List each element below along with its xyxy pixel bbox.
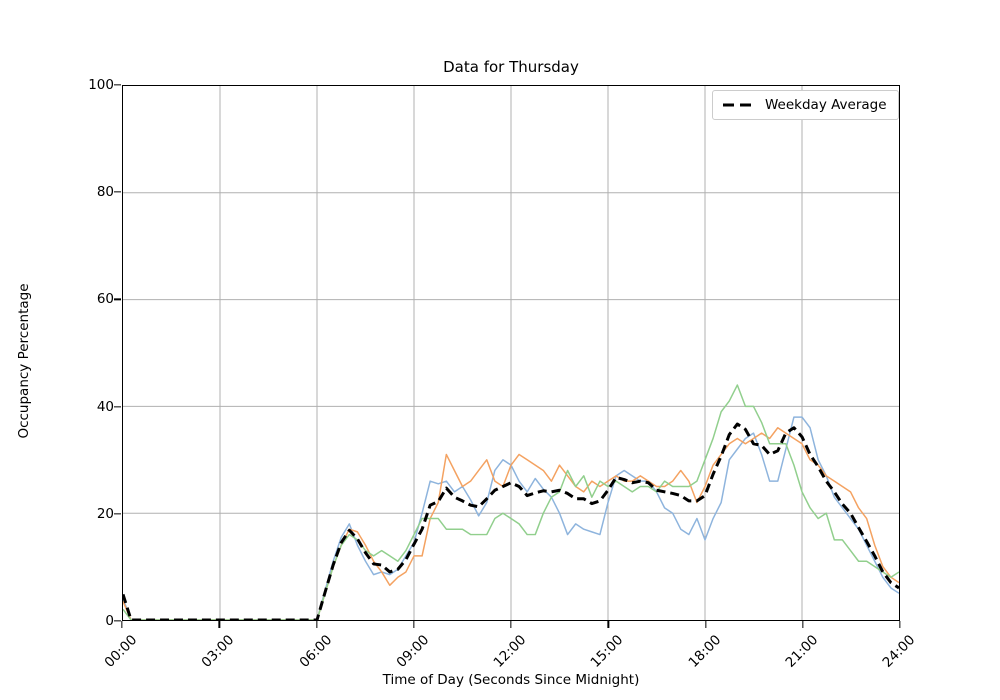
- x-tick-mark: [510, 621, 512, 628]
- y-axis-tick-labels: 0 20 40 60 80 100: [62, 0, 114, 700]
- y-tick-label: 60: [96, 291, 114, 308]
- x-tick-mark: [607, 621, 609, 628]
- x-tick-mark: [218, 621, 220, 628]
- y-tick-mark: [114, 84, 121, 86]
- y-tick-label: 0: [105, 613, 114, 629]
- y-axis-label: Occupancy Percentage: [16, 283, 32, 439]
- x-axis-label: Time of Day (Seconds Since Midnight): [382, 672, 640, 688]
- x-tick-label: 18:00: [684, 632, 724, 671]
- x-tick-label: 09:00: [393, 632, 433, 671]
- y-tick-label: 80: [96, 184, 114, 201]
- y-tick-mark: [114, 298, 121, 301]
- grid-lines: [123, 86, 899, 620]
- y-tick-mark: [114, 405, 121, 408]
- legend-box[interactable]: Weekday Average: [712, 90, 899, 120]
- chart-title: Data for Thursday: [443, 58, 579, 76]
- y-tick-label: 40: [96, 398, 114, 415]
- x-tick-label: 06:00: [295, 632, 335, 671]
- x-tick-mark: [413, 621, 415, 628]
- legend-entry-label: Weekday Average: [765, 97, 887, 113]
- x-tick-mark: [315, 621, 318, 628]
- x-tick-label: 03:00: [198, 632, 238, 671]
- x-tick-label: 24:00: [879, 632, 919, 671]
- series-line-weekday-average: [123, 422, 899, 620]
- y-tick-mark: [114, 191, 121, 193]
- x-tick-mark: [899, 621, 901, 628]
- plot-area: [122, 85, 900, 621]
- x-tick-label: 12:00: [490, 632, 530, 671]
- x-tick-label: 15:00: [587, 632, 627, 671]
- y-tick-label: 20: [96, 505, 114, 522]
- x-tick-mark: [704, 621, 707, 628]
- y-tick-label: 100: [88, 77, 114, 93]
- x-tick-label: 21:00: [782, 632, 822, 671]
- x-tick-mark: [121, 621, 123, 628]
- y-tick-mark: [114, 513, 121, 515]
- legend-line-sample: [723, 103, 755, 107]
- data-series-lines: [123, 384, 899, 620]
- series-line-day-series-green: [123, 384, 899, 620]
- series-line-day-series-orange: [123, 427, 899, 620]
- x-tick-mark: [802, 621, 804, 628]
- y-tick-mark: [114, 620, 121, 622]
